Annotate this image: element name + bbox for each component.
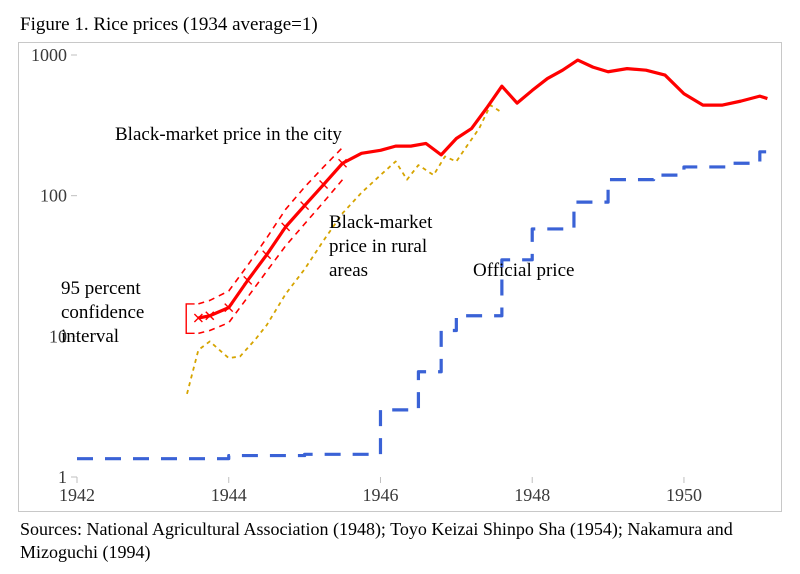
- y-tick-label: 1000: [31, 45, 67, 65]
- marker-city: [301, 202, 309, 210]
- annotation-ci: 95 percent confidence interval: [61, 277, 144, 348]
- annotation-official: Official price: [473, 259, 574, 283]
- y-tick-label: 100: [40, 186, 67, 206]
- marker-city: [320, 181, 328, 189]
- ci-bracket: [186, 304, 194, 333]
- series-ci-upper: [198, 147, 342, 303]
- x-tick-label: 1950: [666, 485, 702, 505]
- x-tick-label: 1942: [59, 485, 95, 505]
- figure-sources: Sources: National Agricultural Associati…: [20, 518, 780, 563]
- series-official: [77, 152, 771, 459]
- x-tick-label: 1948: [514, 485, 550, 505]
- chart-area: 110100100019421944194619481950 Black-mar…: [18, 42, 782, 512]
- y-tick-label: 1: [58, 467, 67, 487]
- annotation-rural: Black-market price in rural areas: [329, 211, 432, 282]
- x-tick-label: 1944: [211, 485, 247, 505]
- x-tick-label: 1946: [362, 485, 398, 505]
- figure-title: Figure 1. Rice prices (1934 average=1): [20, 14, 782, 36]
- annotation-city: Black-market price in the city: [115, 123, 342, 147]
